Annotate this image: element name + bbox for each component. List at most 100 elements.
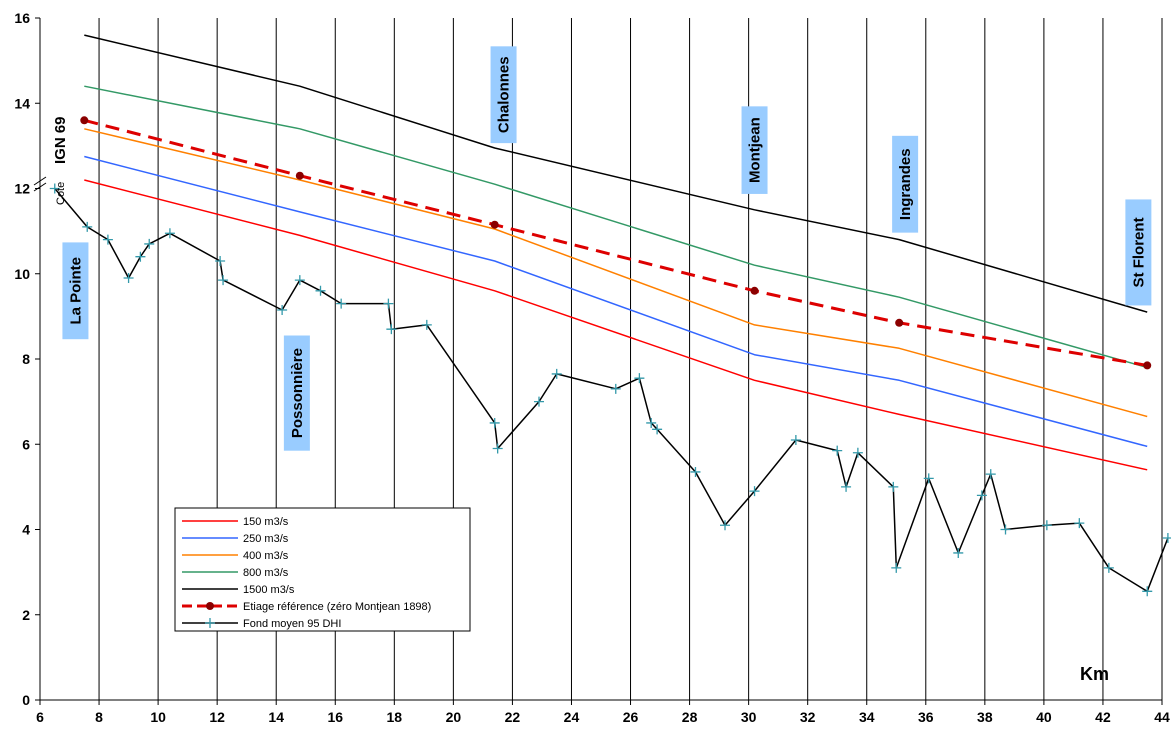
y-tick-label: 6 <box>22 436 30 452</box>
data-point <box>49 183 60 194</box>
place-labels: La Pointe Possonnière Chalonnes Montjean Ing… <box>62 46 1152 451</box>
data-point <box>1041 520 1052 531</box>
data-point <box>690 466 701 477</box>
x-tick-label: 36 <box>918 709 934 725</box>
data-point <box>1142 586 1153 597</box>
data-point <box>80 116 89 125</box>
data-point <box>492 443 503 454</box>
data-point <box>891 562 902 573</box>
series-line-4 <box>84 34 1148 313</box>
data-point <box>102 234 113 245</box>
place-label-box <box>892 135 919 233</box>
x-tick-label: 38 <box>977 709 993 725</box>
y-tick-label: 14 <box>14 95 30 111</box>
legend-label: 150 m3/s <box>243 516 289 528</box>
x-tick-label: 22 <box>505 709 521 725</box>
x-tick-label: 24 <box>564 709 580 725</box>
x-tick-label: 34 <box>859 709 875 725</box>
data-point <box>164 228 175 239</box>
series-line-2 <box>84 128 1148 418</box>
x-tick-label: 8 <box>95 709 103 725</box>
data-point <box>383 298 394 309</box>
data-point <box>1143 361 1152 370</box>
x-tick-label: 16 <box>327 709 343 725</box>
place-label: La Pointe <box>67 257 84 325</box>
data-point <box>985 469 996 480</box>
data-point <box>336 298 347 309</box>
place-label-box <box>283 335 310 451</box>
x-tick-label: 10 <box>150 709 166 725</box>
x-tick-label: 42 <box>1095 709 1111 725</box>
data-point <box>135 251 146 262</box>
data-point <box>895 318 904 327</box>
data-point <box>533 396 544 407</box>
x-tick-label: 20 <box>446 709 462 725</box>
place-label: Montjean <box>747 117 764 183</box>
legend-label: Fond moyen 95 DHI <box>243 618 341 630</box>
y-tick-labels: 0 2 4 6 8 10 12 14 16 <box>14 10 40 708</box>
data-point <box>218 275 229 286</box>
x-tick-label: 14 <box>268 709 284 725</box>
place-label: Possonnière <box>289 348 306 438</box>
data-point <box>841 481 852 492</box>
data-point <box>634 373 645 384</box>
place-label-box <box>1125 199 1152 306</box>
legend-label: 1500 m3/s <box>243 584 295 596</box>
legend-marker <box>205 618 215 628</box>
legend-label: 400 m3/s <box>243 550 289 562</box>
data-point <box>646 417 657 428</box>
x-tick-labels: 6 8 10 12 14 16 18 20 22 24 26 28 30 32 34 36 38 40 42 44 <box>36 700 1170 725</box>
place-label: Ingrandes <box>897 148 914 220</box>
y-tick-label: 4 <box>22 522 30 538</box>
data-point <box>421 319 432 330</box>
data-point <box>750 286 759 295</box>
data-point <box>386 324 397 335</box>
data-point <box>1000 524 1011 535</box>
axis-break-mark <box>33 176 47 186</box>
x-tick-label: 30 <box>741 709 757 725</box>
data-point <box>315 285 326 296</box>
y-tick-label: 16 <box>14 10 30 26</box>
data-point <box>294 275 305 286</box>
x-tick-label: 6 <box>36 709 44 725</box>
place-label: Chalonnes <box>496 56 513 133</box>
place-label-box <box>741 106 768 194</box>
series-line-5 <box>83 118 1148 367</box>
y-tick-label: 10 <box>14 266 30 282</box>
data-point <box>1162 533 1171 544</box>
data-point <box>790 434 801 445</box>
series-line-0 <box>84 179 1148 471</box>
legend-label: 800 m3/s <box>243 567 289 579</box>
y-axis-label-prefix: Cote <box>55 182 67 205</box>
y-tick-label: 12 <box>14 181 30 197</box>
y-tick-label: 0 <box>22 692 30 708</box>
place-label-box <box>62 242 89 340</box>
x-tick-label: 44 <box>1154 709 1170 725</box>
x-tick-label: 12 <box>209 709 225 725</box>
place-label: St Florent <box>1130 217 1147 287</box>
x-axis-label: Km <box>1080 664 1109 684</box>
data-point <box>490 220 499 229</box>
data-point <box>888 481 899 492</box>
data-point <box>123 273 134 284</box>
data-point <box>215 255 226 266</box>
legend-label: 250 m3/s <box>243 533 289 545</box>
place-label-box <box>490 46 517 144</box>
x-tick-label: 32 <box>800 709 816 725</box>
data-point <box>976 490 987 501</box>
y-tick-label: 2 <box>22 607 30 623</box>
data-point <box>295 171 304 180</box>
data-point <box>749 486 760 497</box>
data-point <box>551 368 562 379</box>
data-point <box>610 383 621 394</box>
data-point <box>1074 518 1085 529</box>
data-point <box>652 424 663 435</box>
legend-box <box>174 507 471 632</box>
x-tick-label: 18 <box>387 709 403 725</box>
data-point <box>82 221 93 232</box>
legend: 150 m3/s 250 m3/s 400 m3/s 800 m3/s 1500 m3/… <box>174 507 471 632</box>
axis-break-mark <box>33 182 47 192</box>
markers-group <box>49 116 1171 597</box>
data-point <box>923 473 934 484</box>
